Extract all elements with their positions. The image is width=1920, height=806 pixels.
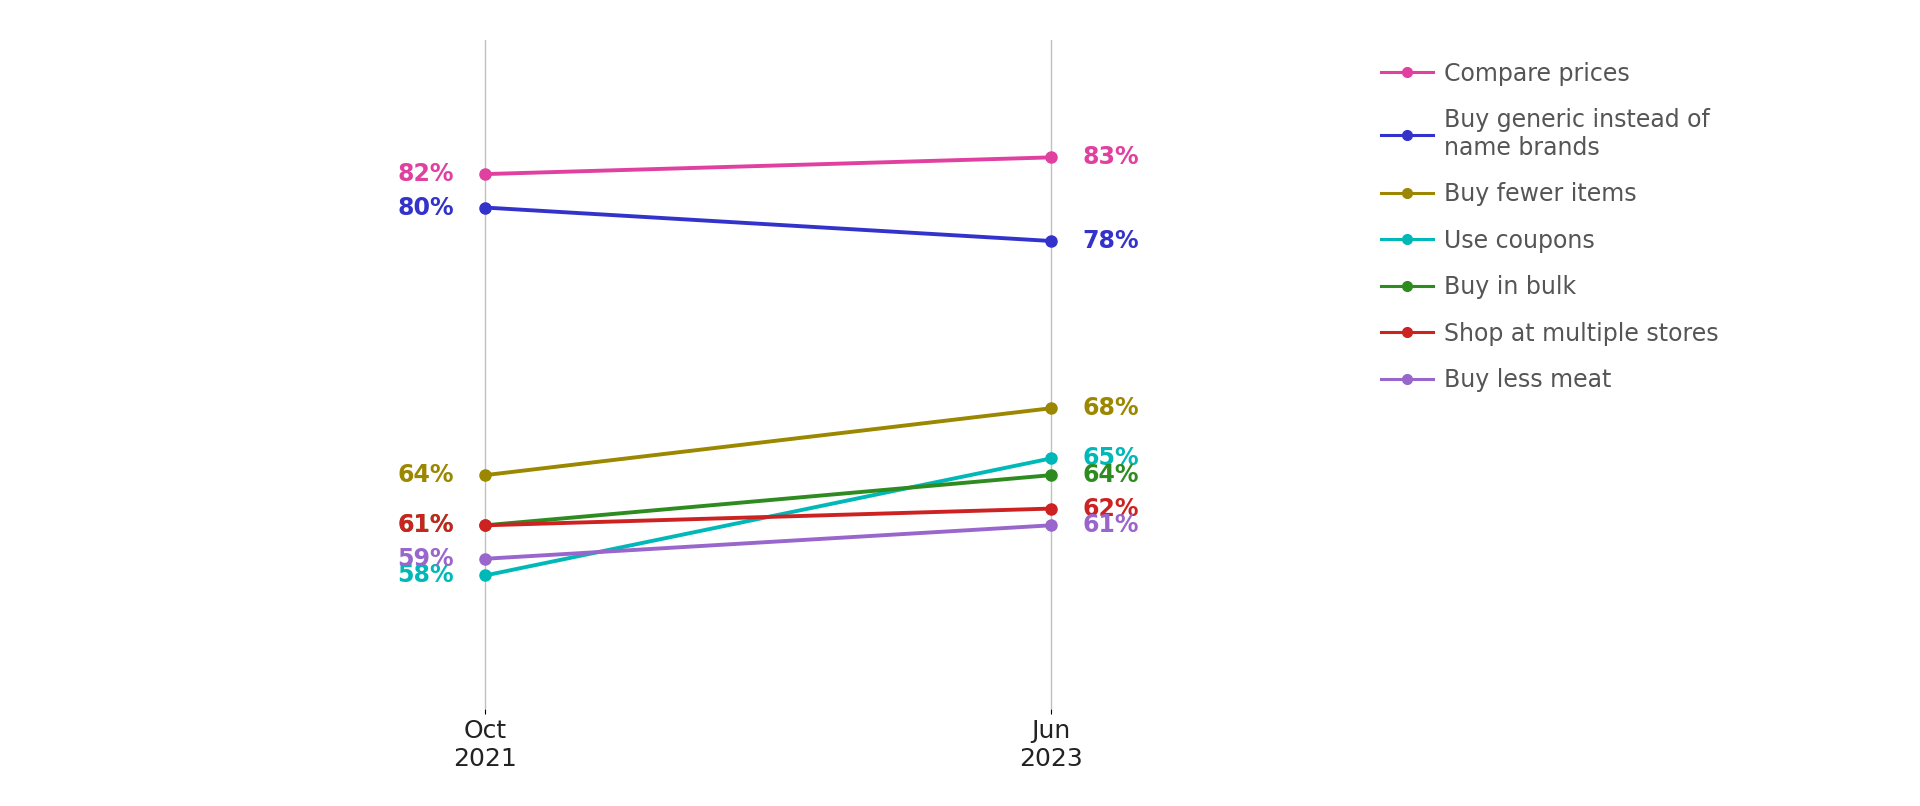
Text: 59%: 59% <box>397 546 453 571</box>
Text: 61%: 61% <box>1083 513 1139 538</box>
Text: 83%: 83% <box>1083 145 1139 169</box>
Text: 64%: 64% <box>1083 463 1139 487</box>
Text: 82%: 82% <box>397 162 453 186</box>
Text: 58%: 58% <box>397 563 453 588</box>
Text: 61%: 61% <box>397 513 453 538</box>
Text: 65%: 65% <box>1083 447 1139 471</box>
Text: 68%: 68% <box>1083 397 1139 420</box>
Text: 80%: 80% <box>397 196 453 219</box>
Text: 64%: 64% <box>397 463 453 487</box>
Legend: Compare prices, Buy generic instead of
name brands, Buy fewer items, Use coupons: Compare prices, Buy generic instead of n… <box>1371 52 1728 401</box>
Text: 61%: 61% <box>397 513 453 538</box>
Text: 78%: 78% <box>1083 229 1139 253</box>
Text: 62%: 62% <box>1083 496 1139 521</box>
